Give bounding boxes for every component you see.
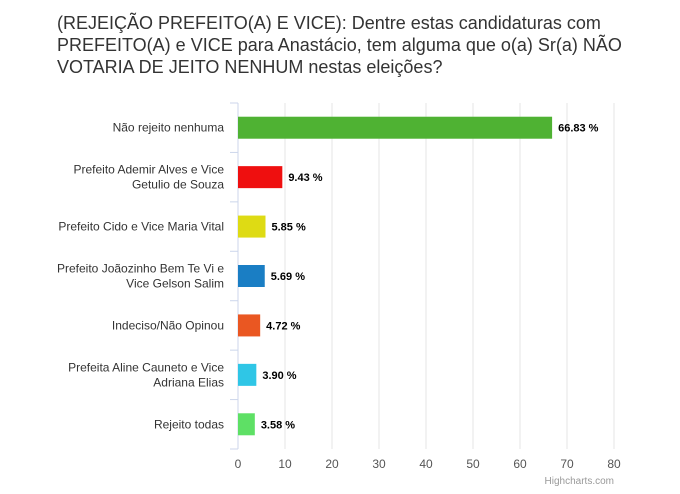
category-label: Não rejeito nenhuma xyxy=(113,121,225,135)
category-label: Prefeito Ademir Alves e Vice Getulio de S… xyxy=(73,163,224,192)
data-label: 66.83 % xyxy=(558,123,599,135)
x-axis-tick-labels: 0 10 20 30 40 50 60 70 80 xyxy=(235,457,621,471)
x-tick-label: 50 xyxy=(466,457,480,471)
x-tick-label: 10 xyxy=(278,457,292,471)
category-label: Rejeito todas xyxy=(154,417,224,431)
chart-title: (REJEIÇÃO PREFEITO(A) E VICE): Dentre es… xyxy=(57,13,622,77)
data-label: 9.43 % xyxy=(288,172,322,184)
data-labels: 66.83 % 9.43 % 5.85 % 5.69 % 4.72 % 3.90 % 3.5… xyxy=(261,123,599,432)
bar[interactable] xyxy=(238,166,283,189)
data-label: 5.69 % xyxy=(271,271,305,283)
x-tick-label: 80 xyxy=(607,457,621,471)
bars xyxy=(238,116,553,436)
data-label: 3.58 % xyxy=(261,419,295,431)
x-tick-label: 60 xyxy=(513,457,527,471)
category-label: Prefeito Cido e Vice Maria Vital xyxy=(58,220,224,234)
x-tick-label: 20 xyxy=(325,457,339,471)
category-label: Indeciso/Não Opinou xyxy=(112,318,224,332)
bar[interactable] xyxy=(238,265,265,287)
bar[interactable] xyxy=(238,314,261,337)
x-tick-label: 30 xyxy=(372,457,386,471)
x-tick-label: 70 xyxy=(560,457,574,471)
data-label: 3.90 % xyxy=(262,370,296,382)
bar[interactable] xyxy=(238,215,266,238)
x-tick-label: 0 xyxy=(235,457,242,471)
data-label: 5.85 % xyxy=(271,222,305,234)
category-labels: Não rejeito nenhuma Prefeito Ademir Alves… xyxy=(57,121,224,432)
bar[interactable] xyxy=(238,413,255,436)
credits-text[interactable]: Highcharts.com xyxy=(545,476,614,487)
category-label: Prefeito Joãozinho Bem Te Vi e Vice Gelso… xyxy=(57,262,224,291)
x-tick-label: 40 xyxy=(419,457,433,471)
category-label: Prefeita Aline Cauneto e Vice Adriana Eli… xyxy=(68,360,224,389)
bar[interactable] xyxy=(238,363,257,386)
data-label: 4.72 % xyxy=(266,320,300,332)
bar[interactable] xyxy=(238,116,553,139)
